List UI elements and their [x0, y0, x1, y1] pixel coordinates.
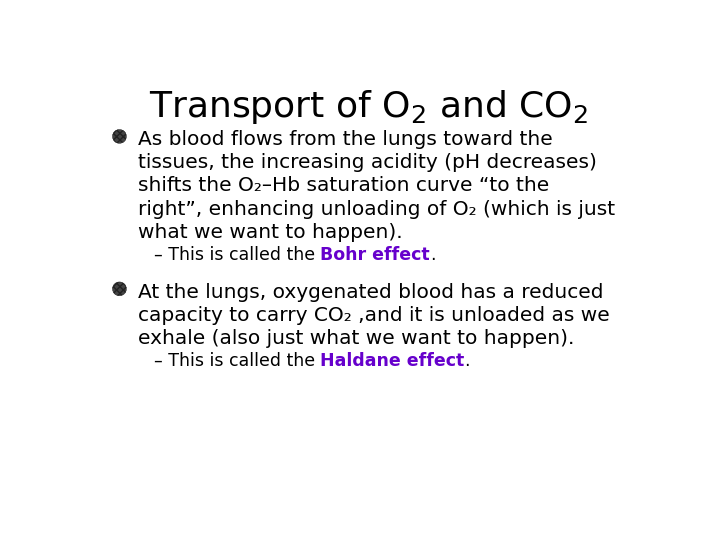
Text: what we want to happen).: what we want to happen).	[138, 222, 402, 242]
Text: At the lungs, oxygenated blood has a reduced: At the lungs, oxygenated blood has a red…	[138, 283, 603, 302]
Circle shape	[112, 130, 127, 143]
Text: .: .	[464, 352, 470, 370]
Text: Transport of O$_2$ and CO$_2$: Transport of O$_2$ and CO$_2$	[150, 88, 588, 126]
Text: tissues, the increasing acidity (pH decreases): tissues, the increasing acidity (pH decr…	[138, 153, 597, 172]
Circle shape	[112, 282, 127, 296]
Text: capacity to carry CO₂ ,and it is unloaded as we: capacity to carry CO₂ ,and it is unloade…	[138, 306, 610, 325]
Text: Bohr effect: Bohr effect	[320, 246, 430, 264]
Text: Haldane effect: Haldane effect	[320, 352, 464, 370]
Text: right”, enhancing unloading of O₂ (which is just: right”, enhancing unloading of O₂ (which…	[138, 200, 615, 219]
Text: exhale (also just what we want to happen).: exhale (also just what we want to happen…	[138, 329, 575, 348]
Text: shifts the O₂–Hb saturation curve “to the: shifts the O₂–Hb saturation curve “to th…	[138, 177, 549, 195]
Text: As blood flows from the lungs toward the: As blood flows from the lungs toward the	[138, 130, 553, 149]
Text: .: .	[430, 246, 436, 264]
Text: – This is called the: – This is called the	[153, 352, 320, 370]
Text: – This is called the: – This is called the	[153, 246, 320, 264]
